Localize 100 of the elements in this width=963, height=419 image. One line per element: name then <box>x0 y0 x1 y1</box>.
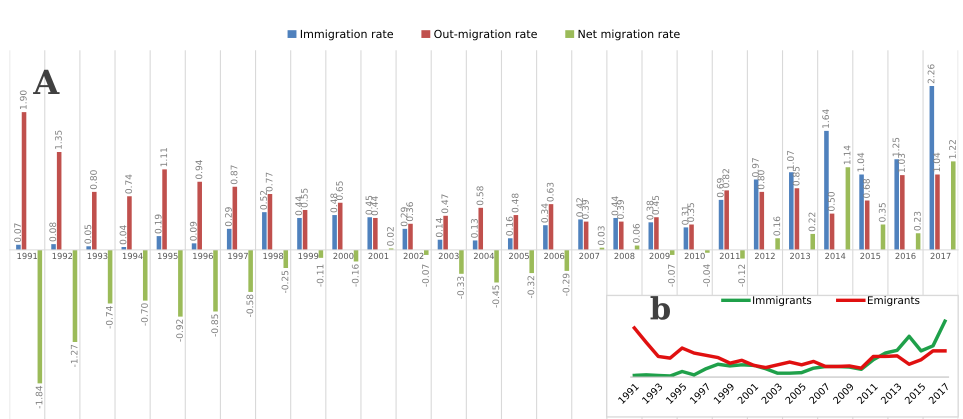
bar <box>740 250 745 259</box>
bar <box>634 246 640 250</box>
bar <box>108 250 112 304</box>
bar <box>443 216 448 250</box>
bar <box>22 112 26 250</box>
bar <box>824 130 829 250</box>
bar <box>529 250 534 274</box>
bar <box>248 250 253 292</box>
data-label: -0.32 <box>527 276 534 298</box>
bar <box>142 250 148 301</box>
bar <box>226 228 232 250</box>
data-label: 1.25 <box>892 138 900 156</box>
bar <box>92 192 97 250</box>
data-label: -0.70 <box>141 303 148 326</box>
data-label: -0.29 <box>562 274 570 296</box>
bar <box>880 224 886 250</box>
bar <box>318 250 324 258</box>
x-tick-label: 2007 <box>579 252 600 260</box>
bar <box>648 222 654 250</box>
bar <box>760 192 764 250</box>
bar <box>564 250 570 271</box>
x-tick-label: 1991 <box>18 252 38 260</box>
bar <box>156 236 162 250</box>
data-label: 1.22 <box>949 140 956 158</box>
data-label: -0.11 <box>316 264 324 287</box>
x-tick-label: 2017 <box>930 252 951 260</box>
data-label: 0.85 <box>792 166 800 186</box>
data-label: -0.58 <box>246 294 254 317</box>
x-tick-label: 1994 <box>122 252 143 260</box>
data-label: 0.35 <box>687 203 694 222</box>
bar <box>514 215 518 250</box>
data-label: 0.08 <box>49 222 56 242</box>
data-label: -0.45 <box>492 285 500 308</box>
bar <box>935 174 940 250</box>
bar <box>578 219 583 250</box>
x-tick-label: 2013 <box>790 252 810 260</box>
bar <box>373 218 378 250</box>
bar <box>689 224 694 250</box>
data-label: -0.85 <box>211 314 218 337</box>
data-label: 0.48 <box>330 193 338 212</box>
x-tick-label: 1998 <box>263 252 284 260</box>
data-label: -0.74 <box>106 306 113 329</box>
data-label: 0.44 <box>295 196 302 216</box>
bar <box>478 208 484 250</box>
x-tick-label: 2001 <box>368 252 388 260</box>
data-label: 0.63 <box>546 182 554 202</box>
x-tick-label: 2006 <box>544 252 564 260</box>
bar <box>192 243 196 250</box>
bar <box>810 234 816 250</box>
data-label: 0.94 <box>195 160 202 180</box>
x-tick-label: 1993 <box>88 252 108 260</box>
data-label: -0.25 <box>282 270 288 293</box>
data-label: 0.45 <box>366 196 372 215</box>
bar <box>864 200 870 250</box>
annotation: b <box>650 296 670 320</box>
bar <box>684 227 688 250</box>
data-label: 1.03 <box>898 154 905 172</box>
data-label: -0.33 <box>457 276 464 299</box>
data-label: 0.05 <box>84 224 92 244</box>
x-tick-label: 2016 <box>895 252 916 260</box>
data-label: 1.04 <box>857 152 864 172</box>
bar <box>213 250 218 312</box>
x-tick-label: 1995 <box>158 252 178 260</box>
bar <box>794 188 800 250</box>
data-label: 0.82 <box>722 169 730 188</box>
data-label: 0.42 <box>576 198 584 217</box>
data-label: 0.80 <box>758 170 764 190</box>
data-label: 1.11 <box>160 148 168 166</box>
bar <box>127 196 132 250</box>
data-label: 0.44 <box>371 196 378 216</box>
data-label: 0.03 <box>598 226 605 246</box>
bar <box>332 215 337 250</box>
bar <box>354 250 358 262</box>
data-label: 0.50 <box>828 192 835 211</box>
data-label: 0.36 <box>406 202 414 222</box>
data-label: 0.31 <box>682 206 689 225</box>
x-tick-label: 2012 <box>754 252 775 260</box>
bar <box>775 238 780 250</box>
data-label: 0.04 <box>120 225 126 244</box>
data-label: 0.16 <box>773 216 780 236</box>
x-tick-label: 2003 <box>438 252 459 260</box>
data-label: -0.92 <box>176 320 183 342</box>
data-label: 0.13 <box>470 218 478 238</box>
x-tick-label: 2015 <box>860 252 880 260</box>
bar <box>548 204 554 250</box>
data-label: 0.34 <box>541 204 548 223</box>
bar <box>72 250 78 342</box>
data-label: 0.39 <box>582 200 589 219</box>
data-label: 0.48 <box>512 193 518 212</box>
data-label: 1.90 <box>20 90 27 109</box>
bar <box>197 182 202 250</box>
data-label: -0.07 <box>668 264 675 287</box>
data-label: 1.07 <box>787 150 794 170</box>
data-label: 0.09 <box>190 222 197 241</box>
bar <box>51 244 56 250</box>
data-label: 0.44 <box>611 196 618 216</box>
data-label: 0.68 <box>862 178 870 198</box>
data-label: 0.55 <box>300 188 308 208</box>
bar <box>472 240 478 250</box>
bar <box>338 202 343 250</box>
